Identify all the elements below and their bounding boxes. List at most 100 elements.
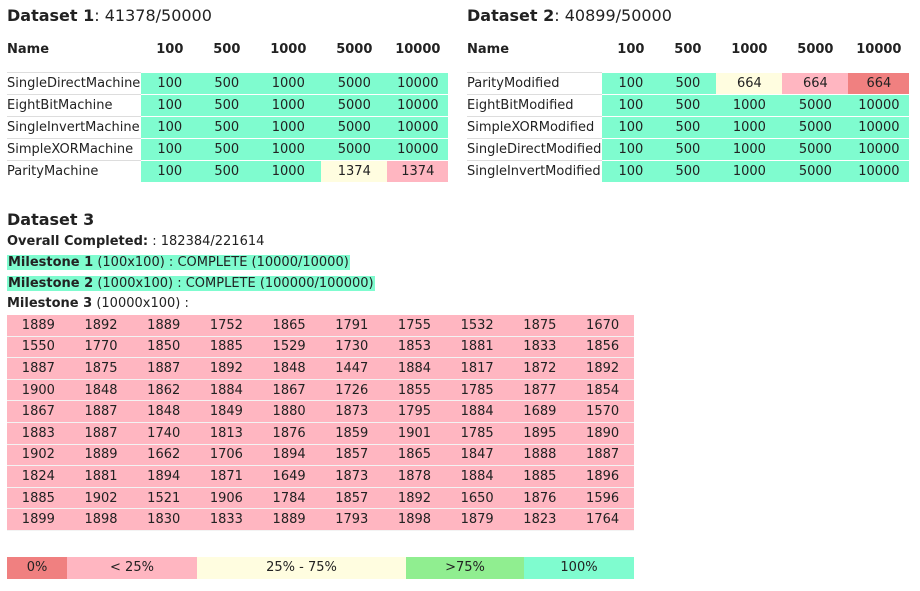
row-name: SimpleXORModified	[467, 116, 603, 139]
table-cell: 100	[141, 94, 199, 117]
grid-cell: 1892	[571, 357, 634, 380]
column-header: 500	[213, 42, 241, 57]
grid-cell: 1849	[195, 400, 258, 423]
grid-cell: 1881	[69, 465, 133, 488]
grid-cell: 1896	[571, 465, 634, 488]
dataset1-name: Dataset 1	[7, 6, 95, 25]
table-cell: 500	[659, 138, 717, 161]
grid-cell: 1892	[69, 315, 133, 337]
table-cell: 1374	[387, 160, 449, 182]
table-row: SingleDirectModified 100 500 1000 5000 10000	[467, 138, 910, 161]
table-cell: 1000	[716, 94, 783, 117]
table-row: EightBitModified 100 500 1000 5000 10000	[467, 94, 910, 117]
table-cell: 664	[848, 72, 910, 95]
grid-row: 1902 1889 1662 1706 1894 1857 1865 1847 1888 1887	[7, 444, 634, 467]
grid-row: 1889 1892 1889 1752 1865 1791 1755 1532 1875 1670	[7, 315, 634, 337]
grid-cell: 1890	[571, 422, 634, 445]
grid-cell: 1529	[257, 336, 321, 359]
table-cell: 100	[141, 116, 199, 139]
grid-cell: 1862	[132, 379, 196, 402]
table-cell: 100	[141, 160, 199, 182]
grid-cell: 1848	[69, 379, 133, 402]
dataset2-name: Dataset 2	[467, 6, 555, 25]
grid-cell: 1895	[508, 422, 572, 445]
table-row: SimpleXORMachine 100 500 1000 5000 10000	[7, 138, 449, 161]
table-cell: 1000	[716, 116, 783, 139]
milestone-3-text: (10000x100) :	[92, 296, 189, 311]
grid-cell: 1752	[195, 315, 258, 337]
legend: 0% < 25% 25% - 75% >75% 100%	[7, 557, 634, 579]
milestone-1-label: Milestone 1	[8, 255, 94, 270]
table-cell: 10000	[387, 72, 449, 95]
grid-cell: 1550	[7, 336, 70, 359]
grid-cell: 1901	[383, 422, 446, 445]
grid-cell: 1817	[445, 357, 509, 380]
column-header: 10000	[395, 42, 441, 57]
table-cell: 1000	[255, 160, 322, 182]
table-cell: 500	[198, 72, 256, 95]
table-cell: 10000	[848, 116, 910, 139]
row-name: SingleInvertMachine	[7, 116, 142, 139]
row-name: EightBitMachine	[7, 94, 142, 117]
grid-cell: 1884	[195, 379, 258, 402]
grid-cell: 1906	[195, 487, 258, 510]
grid-cell: 1855	[383, 379, 446, 402]
legend-item-25-75: 25% - 75%	[197, 557, 406, 579]
table-cell: 100	[602, 160, 660, 182]
grid-row: 1883 1887 1740 1813 1876 1859 1901 1785 1895 1890	[7, 422, 634, 445]
grid-cell: 1850	[132, 336, 196, 359]
grid-cell: 1848	[132, 400, 196, 423]
grid-cell: 1859	[320, 422, 384, 445]
grid-cell: 1755	[383, 315, 446, 337]
table-cell: 1000	[255, 94, 322, 117]
grid-cell: 1887	[69, 400, 133, 423]
legend-label-0: 0%	[26, 560, 48, 575]
grid-row: 1550 1770 1850 1885 1529 1730 1853 1881 1833 1856	[7, 336, 634, 359]
table-cell: 5000	[321, 94, 388, 117]
grid-cell: 1730	[320, 336, 384, 359]
grid-cell: 1885	[508, 465, 572, 488]
grid-cell: 1875	[69, 357, 133, 380]
table-cell: 500	[198, 94, 256, 117]
milestone-2-label: Milestone 2	[8, 276, 94, 291]
table-cell: 5000	[782, 138, 849, 161]
grid-cell: 1791	[320, 315, 384, 337]
grid-cell: 1764	[571, 508, 634, 531]
milestone-2-text: (1000x100) : COMPLETE (100000/100000)	[93, 276, 374, 291]
dataset2-title: Dataset 2: 40899/50000	[467, 6, 672, 25]
grid-cell: 1880	[257, 400, 321, 423]
grid-cell: 1894	[132, 465, 196, 488]
grid-cell: 1795	[383, 400, 446, 423]
table-cell: 1000	[716, 138, 783, 161]
table-cell: 1000	[255, 138, 322, 161]
grid-cell: 1884	[383, 357, 446, 380]
grid-cell: 1532	[445, 315, 509, 337]
column-header: Name	[7, 42, 50, 57]
grid-cell: 1889	[69, 444, 133, 467]
legend-item-0: 0%	[7, 557, 67, 579]
dataset2-progress: : 40899/50000	[554, 6, 672, 25]
table-row: SingleInvertModified 100 500 1000 5000 10000	[467, 160, 910, 182]
table-cell: 5000	[321, 72, 388, 95]
milestone-3: Milestone 3 (10000x100) :	[7, 294, 189, 314]
table-cell: 664	[716, 72, 783, 95]
table-cell: 5000	[782, 160, 849, 182]
milestone-3-label: Milestone 3	[7, 296, 93, 311]
grid-cell: 1879	[445, 508, 509, 531]
grid-cell: 1853	[383, 336, 446, 359]
dataset2-table: Name 100 500 1000 5000 10000 ParityModified 10…	[467, 33, 910, 182]
table-cell: 500	[659, 72, 717, 95]
legend-label-25-75: 25% - 75%	[266, 560, 337, 575]
row-name: ParityMachine	[7, 160, 142, 182]
milestone-1-badge: Milestone 1 (100x100) : COMPLETE (10000/…	[7, 255, 350, 270]
grid-cell: 1833	[508, 336, 572, 359]
dataset1-progress: : 41378/50000	[94, 6, 212, 25]
milestone-1: Milestone 1 (100x100) : COMPLETE (10000/…	[7, 253, 350, 273]
table-row: ParityMachine 100 500 1000 1374 1374	[7, 160, 449, 182]
row-name: EightBitModified	[467, 94, 603, 117]
grid-row: 1885 1902 1521 1906 1784 1857 1892 1650 1876 1596	[7, 487, 634, 510]
milestone-3-grid: 1889 1892 1889 1752 1865 1791 1755 1532 1875 1670…	[7, 315, 634, 531]
legend-item-25: < 25%	[67, 557, 197, 579]
grid-cell: 1793	[320, 508, 384, 531]
grid-cell: 1881	[445, 336, 509, 359]
